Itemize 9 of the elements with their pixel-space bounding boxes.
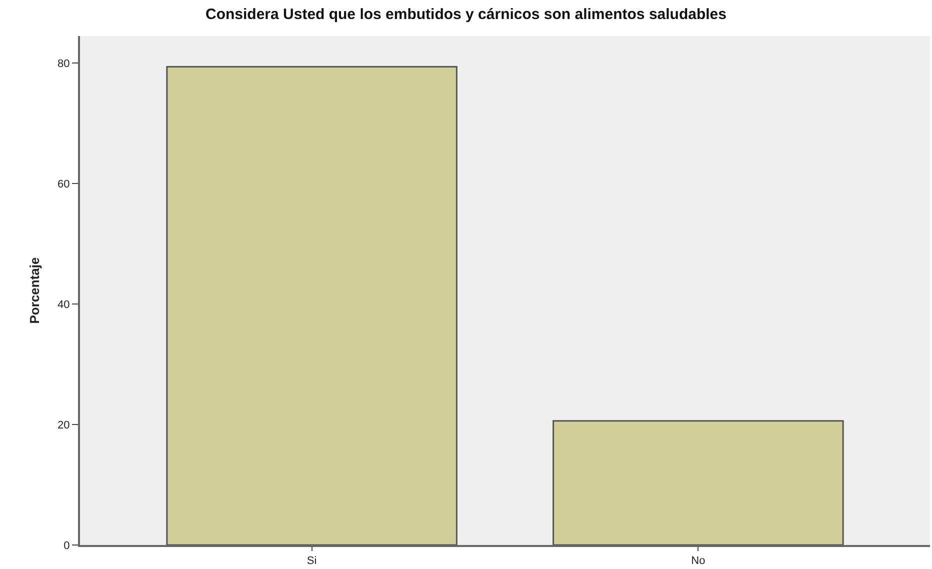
y-tick-label: 80 xyxy=(58,58,70,70)
y-tick-label: 20 xyxy=(58,419,70,432)
y-axis-title: Porcentaje xyxy=(27,257,42,324)
x-tick-label: No xyxy=(691,555,706,568)
x-tick-label: Si xyxy=(306,555,317,568)
y-tick-label: 0 xyxy=(64,540,70,552)
y-tick-label: 40 xyxy=(58,298,70,311)
y-tick-label: 60 xyxy=(58,178,70,190)
chart-title: Considera Usted que los embutidos y cárnicos son alimentos saludables xyxy=(206,6,726,24)
